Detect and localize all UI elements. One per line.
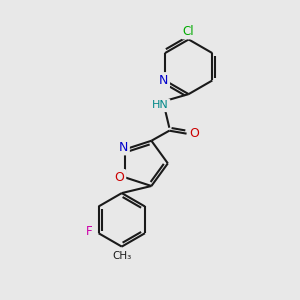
Text: N: N xyxy=(118,140,128,154)
Text: N: N xyxy=(159,74,168,87)
Text: O: O xyxy=(115,171,124,184)
Text: HN: HN xyxy=(152,100,169,110)
Text: F: F xyxy=(86,225,93,238)
Text: Cl: Cl xyxy=(183,25,194,38)
Text: O: O xyxy=(190,127,200,140)
Text: CH₃: CH₃ xyxy=(112,251,131,261)
Text: F: F xyxy=(87,227,94,240)
